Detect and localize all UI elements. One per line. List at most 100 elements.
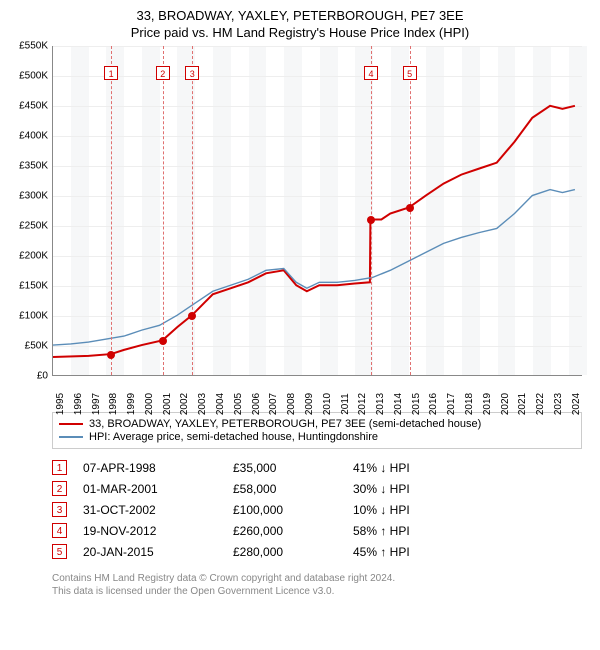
y-tick-label: £0 xyxy=(37,371,48,382)
transaction-dot xyxy=(188,312,196,320)
transaction-marker: 2 xyxy=(52,481,67,496)
x-tick-label: 2010 xyxy=(322,393,333,415)
x-tick-label: 2016 xyxy=(428,393,439,415)
transaction-delta: 45% ↑ HPI xyxy=(353,545,473,559)
x-tick-label: 1999 xyxy=(126,393,137,415)
transaction-date: 01-MAR-2001 xyxy=(83,482,233,496)
price-chart: £0 £50K £100K £150K £200K £250K £300K £350K £400… xyxy=(8,46,592,406)
x-tick-label: 2000 xyxy=(144,393,155,415)
y-tick-label: £150K xyxy=(19,281,48,292)
transaction-row: 3 31-OCT-2002£100,00010% ↓ HPI xyxy=(52,499,582,520)
transaction-date: 19-NOV-2012 xyxy=(83,524,233,538)
x-tick-label: 2007 xyxy=(268,393,279,415)
y-axis: £0£50K£100K£150K£200K£250K£300K£350K£400… xyxy=(8,46,50,376)
x-tick-label: 2017 xyxy=(446,393,457,415)
y-tick-label: £50K xyxy=(25,341,48,352)
transaction-price: £280,000 xyxy=(233,545,353,559)
y-tick-label: £350K xyxy=(19,161,48,172)
marker-badge: 1 xyxy=(104,66,118,80)
x-tick-label: 2006 xyxy=(251,393,262,415)
x-tick-label: 2012 xyxy=(357,393,368,415)
x-tick-label: 2011 xyxy=(340,393,351,415)
y-tick-label: £300K xyxy=(19,191,48,202)
transaction-delta: 30% ↓ HPI xyxy=(353,482,473,496)
transaction-marker: 1 xyxy=(52,460,67,475)
x-tick-label: 2002 xyxy=(179,393,190,415)
x-tick-label: 2015 xyxy=(411,393,422,415)
y-tick-label: £550K xyxy=(19,41,48,52)
x-tick-label: 2024 xyxy=(571,393,582,415)
legend-item: 33, BROADWAY, YAXLEY, PETERBOROUGH, PE7 … xyxy=(59,418,575,430)
transaction-table: 107-APR-1998£35,00041% ↓ HPI 2 01-MAR-2001… xyxy=(52,457,582,562)
x-tick-label: 2020 xyxy=(500,393,511,415)
transaction-dot xyxy=(107,351,115,359)
legend-item: HPI: Average price, semi-detached house,… xyxy=(59,431,575,443)
x-tick-label: 2013 xyxy=(375,393,386,415)
legend-label: HPI: Average price, semi-detached house,… xyxy=(89,431,378,443)
transaction-dot xyxy=(159,337,167,345)
transaction-row: 4 19-NOV-2012£260,00058% ↑ HPI xyxy=(52,520,582,541)
transaction-date: 31-OCT-2002 xyxy=(83,503,233,517)
x-tick-label: 2003 xyxy=(197,393,208,415)
transaction-price: £35,000 xyxy=(233,461,353,475)
y-tick-label: £250K xyxy=(19,221,48,232)
legend-swatch xyxy=(59,436,83,438)
marker-line xyxy=(111,46,112,375)
x-tick-label: 2014 xyxy=(393,393,404,415)
x-tick-label: 2005 xyxy=(233,393,244,415)
marker-badge: 4 xyxy=(364,66,378,80)
plot-area: 1 2 3 4 5 xyxy=(52,46,582,376)
x-tick-label: 2008 xyxy=(286,393,297,415)
marker-badge: 2 xyxy=(156,66,170,80)
line-series-svg xyxy=(53,46,582,375)
transaction-marker: 5 xyxy=(52,544,67,559)
y-tick-label: £500K xyxy=(19,71,48,82)
x-tick-label: 2023 xyxy=(553,393,564,415)
x-tick-label: 1996 xyxy=(73,393,84,415)
transaction-dot xyxy=(406,204,414,212)
marker-badge: 3 xyxy=(185,66,199,80)
x-tick-label: 1997 xyxy=(91,393,102,415)
transaction-price: £100,000 xyxy=(233,503,353,517)
y-tick-label: £200K xyxy=(19,251,48,262)
transaction-row: 2 01-MAR-2001£58,00030% ↓ HPI xyxy=(52,478,582,499)
footer-line2: This data is licensed under the Open Gov… xyxy=(52,585,582,598)
marker-line xyxy=(163,46,164,375)
transaction-delta: 41% ↓ HPI xyxy=(353,461,473,475)
series-property xyxy=(53,106,575,357)
transaction-dot xyxy=(367,216,375,224)
x-tick-label: 1998 xyxy=(108,393,119,415)
y-tick-label: £400K xyxy=(19,131,48,142)
series-hpi xyxy=(53,190,575,346)
title-address: 33, BROADWAY, YAXLEY, PETERBOROUGH, PE7 … xyxy=(8,8,592,23)
marker-line xyxy=(192,46,193,375)
x-tick-label: 2022 xyxy=(535,393,546,415)
transaction-row: 107-APR-1998£35,00041% ↓ HPI xyxy=(52,457,582,478)
legend-swatch xyxy=(59,423,83,425)
title-subtitle: Price paid vs. HM Land Registry's House … xyxy=(8,25,592,40)
transaction-marker: 4 xyxy=(52,523,67,538)
footer-line1: Contains HM Land Registry data © Crown c… xyxy=(52,572,582,585)
legend-label: 33, BROADWAY, YAXLEY, PETERBOROUGH, PE7 … xyxy=(89,418,481,430)
transaction-price: £58,000 xyxy=(233,482,353,496)
y-tick-label: £100K xyxy=(19,311,48,322)
transaction-price: £260,000 xyxy=(233,524,353,538)
transaction-row: 5 20-JAN-2015£280,00045% ↑ HPI xyxy=(52,541,582,562)
y-tick-label: £450K xyxy=(19,101,48,112)
x-axis: 1995199619971998199920002001200220032004… xyxy=(52,378,582,406)
transaction-delta: 10% ↓ HPI xyxy=(353,503,473,517)
marker-badge: 5 xyxy=(403,66,417,80)
x-tick-label: 2021 xyxy=(517,393,528,415)
chart-title-block: 33, BROADWAY, YAXLEY, PETERBOROUGH, PE7 … xyxy=(8,8,592,40)
x-tick-label: 1995 xyxy=(55,393,66,415)
transaction-marker: 3 xyxy=(52,502,67,517)
x-tick-label: 2009 xyxy=(304,393,315,415)
transaction-delta: 58% ↑ HPI xyxy=(353,524,473,538)
marker-line xyxy=(371,46,372,375)
x-tick-label: 2019 xyxy=(482,393,493,415)
x-tick-label: 2004 xyxy=(215,393,226,415)
transaction-date: 20-JAN-2015 xyxy=(83,545,233,559)
x-tick-label: 2018 xyxy=(464,393,475,415)
x-tick-label: 2001 xyxy=(162,393,173,415)
footer-attribution: Contains HM Land Registry data © Crown c… xyxy=(52,572,582,598)
